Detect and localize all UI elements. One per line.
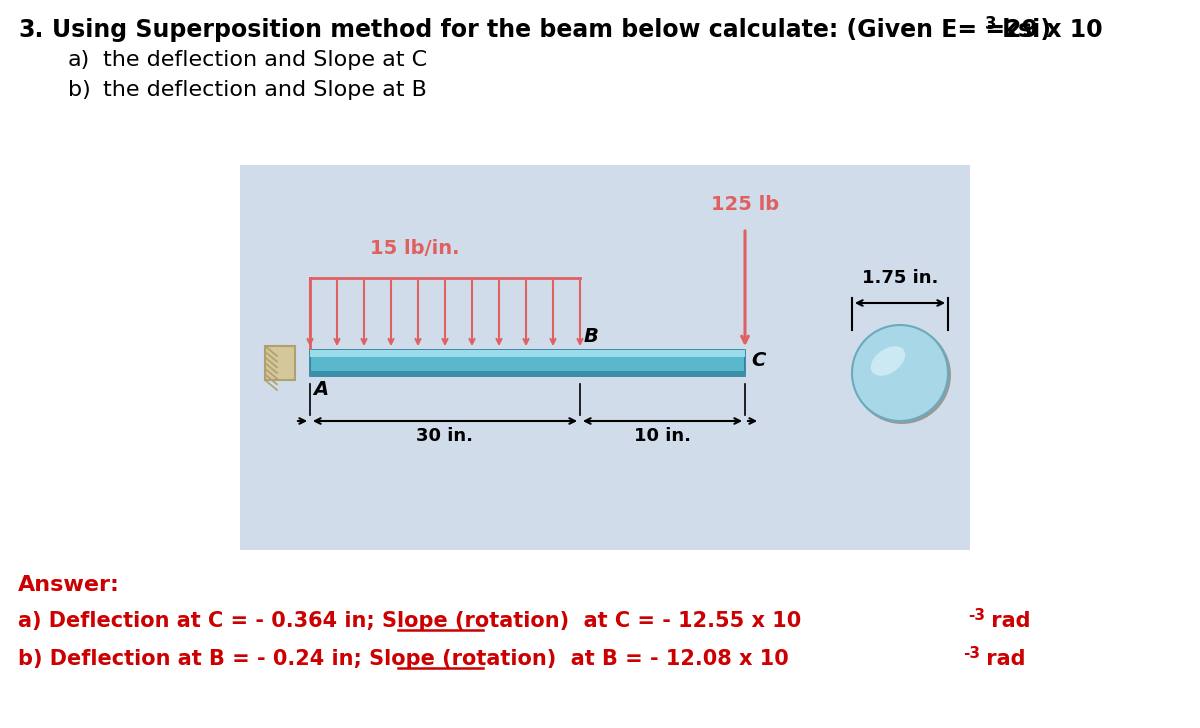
- Ellipse shape: [871, 347, 905, 376]
- Text: 15 lb/in.: 15 lb/in.: [371, 239, 460, 258]
- Bar: [240, 165, 970, 550]
- Text: C: C: [751, 352, 766, 371]
- Text: -3: -3: [964, 646, 980, 661]
- Text: Answer:: Answer:: [18, 575, 120, 595]
- Circle shape: [852, 325, 948, 421]
- Text: a): a): [68, 50, 90, 70]
- Text: the deflection and Slope at C: the deflection and Slope at C: [103, 50, 427, 70]
- Text: the deflection and Slope at B: the deflection and Slope at B: [103, 80, 427, 100]
- Text: A: A: [313, 380, 328, 399]
- Text: B: B: [584, 327, 599, 346]
- Text: 3: 3: [985, 15, 997, 33]
- Text: 30 in.: 30 in.: [416, 427, 474, 445]
- Bar: [310, 350, 745, 376]
- Text: 10 in.: 10 in.: [634, 427, 691, 445]
- Text: b): b): [68, 80, 91, 100]
- Text: Using Superposition method for the beam below calculate: (Given E= =29 x 10: Using Superposition method for the beam …: [52, 18, 1103, 42]
- Text: a) Deflection at C = - 0.364 in; Slope (rotation)  at C = - 12.55 x 10: a) Deflection at C = - 0.364 in; Slope (…: [18, 611, 802, 631]
- Bar: [310, 371, 745, 376]
- Text: 3.: 3.: [18, 18, 43, 42]
- Text: ksi): ksi): [994, 18, 1051, 42]
- Bar: [310, 350, 745, 357]
- Text: -3: -3: [968, 608, 985, 623]
- Text: b) Deflection at B = - 0.24 in; Slope (rotation)  at B = - 12.08 x 10: b) Deflection at B = - 0.24 in; Slope (r…: [18, 649, 788, 669]
- Circle shape: [853, 326, 952, 424]
- Bar: [265, 346, 295, 380]
- Text: rad: rad: [979, 649, 1026, 669]
- Text: 125 lb: 125 lb: [710, 195, 779, 214]
- Text: rad: rad: [984, 611, 1031, 631]
- Text: 1.75 in.: 1.75 in.: [862, 269, 938, 287]
